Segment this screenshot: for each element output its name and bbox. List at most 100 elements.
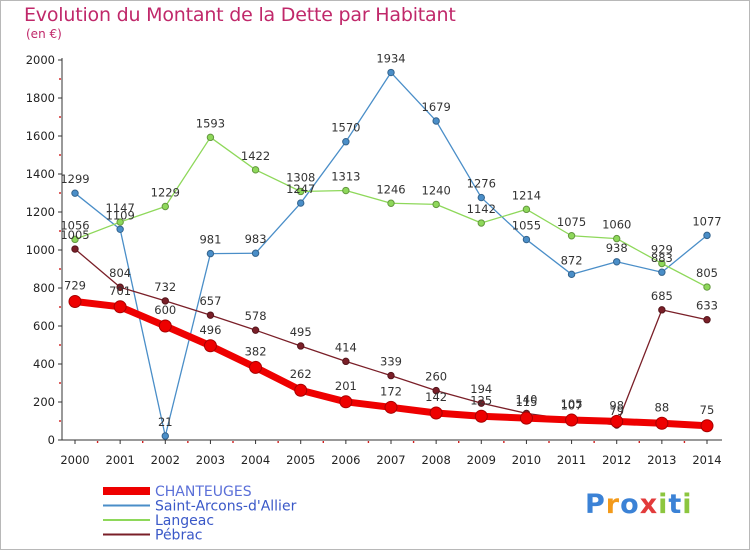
data-label: 1214	[512, 188, 541, 202]
data-label: 883	[651, 251, 673, 265]
data-point	[161, 432, 169, 440]
y-tick-label: 400	[33, 357, 55, 371]
y-tick-label: 2000	[26, 53, 55, 67]
x-tick-label: 2004	[241, 453, 270, 467]
data-label: 125	[470, 393, 492, 407]
data-label: 729	[64, 278, 86, 292]
data-label: 1313	[331, 170, 360, 184]
data-label: 633	[696, 299, 718, 313]
data-point	[206, 311, 215, 319]
x-minor-tick	[277, 441, 279, 443]
x-tick-label: 2014	[692, 453, 721, 467]
data-point	[477, 193, 485, 202]
data-point	[387, 199, 395, 207]
y-minor-tick	[59, 154, 61, 156]
data-label: 1077	[692, 214, 721, 228]
data-label: 1679	[422, 100, 451, 114]
data-point	[387, 68, 395, 77]
data-point	[71, 189, 79, 197]
data-label: 1109	[106, 208, 135, 222]
y-tick-label: 800	[33, 281, 55, 295]
data-point	[206, 249, 215, 258]
data-label: 88	[655, 400, 670, 414]
data-label: 1246	[376, 182, 405, 196]
legend: CHANTEUGESSaint-Arcons-d'AllierLangeacPé…	[103, 484, 297, 544]
x-tick-label: 2000	[60, 453, 89, 467]
x-tick-label: 2013	[647, 453, 676, 467]
data-point	[703, 283, 711, 291]
data-point	[251, 249, 260, 257]
y-minor-tick	[59, 230, 61, 232]
data-point	[116, 218, 124, 226]
data-label: 600	[154, 303, 176, 317]
data-point	[297, 342, 305, 350]
data-point	[610, 414, 624, 428]
x-tick-label: 2010	[512, 453, 541, 467]
x-tick-label: 2003	[196, 453, 225, 467]
data-label: 732	[154, 280, 176, 294]
x-tick-label: 2006	[331, 453, 360, 467]
data-label: 981	[199, 233, 221, 247]
data-point	[477, 399, 485, 407]
data-label: 142	[425, 390, 447, 404]
y-minor-tick	[59, 382, 61, 384]
data-point	[161, 297, 169, 305]
y-tick-label: 1400	[26, 167, 55, 181]
y-tick-label: 600	[33, 319, 55, 333]
data-label: 201	[335, 379, 357, 393]
data-label: 260	[425, 370, 447, 384]
legend-label: Pébrac	[155, 528, 202, 544]
x-tick-label: 2007	[376, 453, 405, 467]
data-label: 98	[609, 398, 624, 412]
data-point	[477, 219, 485, 227]
x-minor-tick	[412, 441, 415, 443]
data-point	[613, 258, 621, 266]
data-point	[700, 419, 714, 433]
data-point	[658, 268, 666, 276]
x-minor-tick	[458, 441, 460, 443]
proxiti-logo: Proxiti	[585, 489, 693, 520]
x-minor-tick	[142, 441, 144, 443]
x-tick-label: 2005	[286, 453, 315, 467]
y-minor-tick	[59, 344, 61, 346]
x-tick-label: 2008	[422, 453, 451, 467]
data-point	[206, 133, 215, 142]
data-label: 107	[561, 399, 583, 413]
data-label: 1308	[286, 170, 315, 184]
data-label: 1142	[467, 202, 496, 216]
data-label: 685	[651, 289, 673, 303]
data-label: 1147	[106, 201, 135, 215]
data-point	[655, 416, 669, 430]
data-point	[658, 259, 666, 268]
data-point	[613, 234, 621, 243]
data-label: 701	[109, 284, 131, 298]
data-point	[567, 232, 576, 240]
data-label: 75	[700, 403, 715, 417]
data-label: 1240	[422, 183, 451, 197]
x-tick-label: 2002	[151, 453, 180, 467]
data-point	[251, 166, 260, 174]
data-point	[339, 395, 353, 409]
y-minor-tick	[59, 78, 61, 80]
data-point	[522, 235, 531, 244]
data-label: 1075	[557, 215, 586, 229]
data-label: 1593	[196, 116, 225, 130]
data-label: 1299	[60, 172, 89, 186]
data-point	[249, 360, 263, 374]
data-label: 805	[696, 266, 718, 280]
x-tick-label: 2009	[467, 453, 496, 467]
data-point	[384, 400, 398, 414]
data-point	[429, 406, 443, 420]
series-lines	[68, 68, 714, 440]
data-point	[113, 300, 127, 314]
data-point	[519, 411, 533, 425]
y-tick-label: 1200	[26, 205, 55, 219]
x-minor-tick	[503, 441, 505, 443]
data-point	[68, 294, 82, 308]
data-point	[161, 202, 169, 211]
data-point	[522, 205, 531, 214]
y-minor-tick	[59, 192, 61, 194]
legend-label: Langeac	[155, 513, 214, 529]
